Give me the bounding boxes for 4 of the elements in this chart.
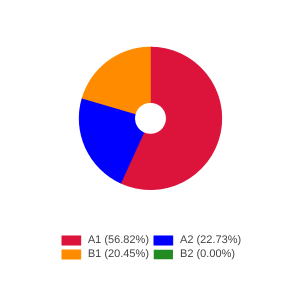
legend-label: B2 (0.00%) [180,248,236,260]
legend-label: A2 (22.73%) [180,234,242,246]
legend-label: A1 (56.82%) [88,234,149,246]
legend-label: B1 (20.45%) [88,248,149,260]
